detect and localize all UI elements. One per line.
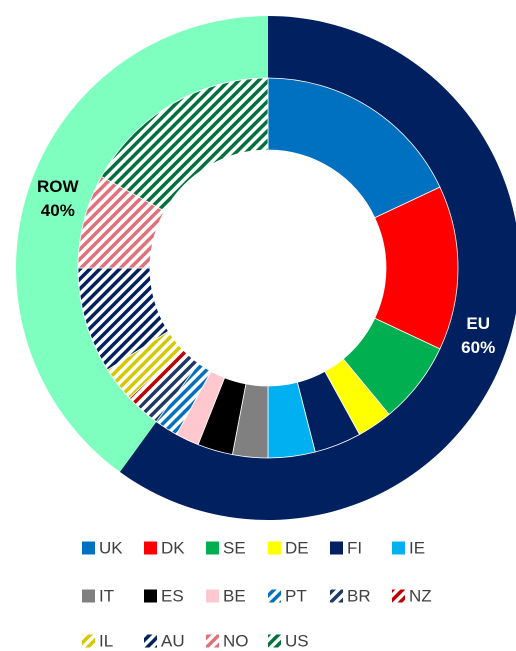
legend-swatch <box>392 541 405 555</box>
legend-swatch <box>268 634 281 648</box>
legend-label: BR <box>347 586 371 605</box>
legend-swatch <box>268 589 281 603</box>
legend-label: UK <box>99 538 123 557</box>
ring-value-label: 40% <box>41 201 75 220</box>
legend-swatch <box>392 589 405 603</box>
legend-label: FI <box>347 538 362 557</box>
legend-label: DK <box>161 538 185 557</box>
legend-label: IE <box>409 538 425 557</box>
legend-swatch <box>82 634 95 648</box>
legend-swatch <box>82 589 95 603</box>
legend-label: BE <box>223 586 246 605</box>
legend-label: DE <box>285 538 309 557</box>
legend-swatch <box>330 589 343 603</box>
legend-label: SE <box>223 538 246 557</box>
ring-label: ROW <box>37 177 80 196</box>
legend-swatch <box>206 589 219 603</box>
legend-swatch <box>144 541 157 555</box>
legend-swatch <box>82 541 95 555</box>
legend-swatch <box>206 541 219 555</box>
legend-label: IT <box>99 586 114 605</box>
legend-swatch <box>268 541 281 555</box>
ring-label: EU <box>466 314 490 333</box>
slice <box>119 16 516 520</box>
legend-label: PT <box>285 586 307 605</box>
slice <box>15 16 268 472</box>
legend-label: IL <box>99 631 113 650</box>
legend-label: NZ <box>409 586 432 605</box>
slice <box>100 77 269 212</box>
ring-value-label: 60% <box>461 338 495 357</box>
legend-label: ES <box>161 586 184 605</box>
legend-label: AU <box>161 631 185 650</box>
legend-swatch <box>144 634 157 648</box>
legend-swatch <box>206 634 219 648</box>
legend-label: NO <box>223 631 249 650</box>
legend-label: US <box>285 631 309 650</box>
legend-swatch <box>330 541 343 555</box>
legend-swatch <box>144 589 157 603</box>
